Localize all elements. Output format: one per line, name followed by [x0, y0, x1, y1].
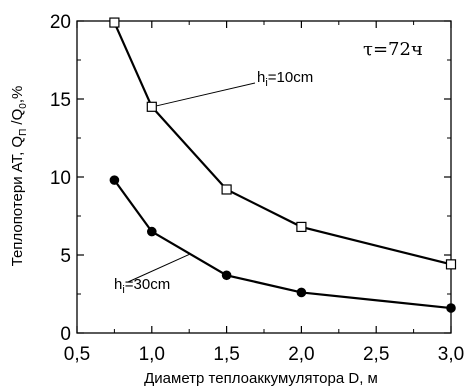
- y-axis-title: Теплопотери АТ, QП /Q0,%: [9, 86, 29, 267]
- square-marker: [445, 259, 457, 270]
- annotation-leaders: [127, 82, 256, 283]
- circle-marker: [296, 287, 307, 298]
- x-tick-label: 3,0: [438, 344, 464, 365]
- x-tick-label: 2,5: [363, 344, 389, 365]
- series-label-30cm: hi=30cm: [114, 276, 170, 296]
- x-tick-label: 1,0: [139, 344, 165, 365]
- axis-tick-labels: 0,5 1,0 1,5 2,0 2,5 3,0 0 5 10 15 20: [50, 12, 464, 365]
- square-marker: [109, 17, 120, 28]
- x-tick-label: 2,0: [288, 344, 314, 365]
- square-marker: [221, 184, 232, 195]
- square-marker: [146, 101, 157, 112]
- tau-value: =72ч: [373, 39, 423, 60]
- x-tick-label: 1,5: [213, 344, 239, 365]
- series-markers: [109, 17, 457, 313]
- circle-marker: [109, 175, 120, 185]
- y-tick-label: 10: [50, 168, 71, 189]
- x-tick-label: 0,5: [64, 344, 90, 365]
- y-tick-label: 15: [50, 90, 71, 111]
- circle-marker: [147, 226, 157, 237]
- series-label-10cm: hi=10cm: [257, 69, 313, 89]
- leader-line-10cm: [156, 82, 256, 107]
- x-axis-title: Диаметр теплоаккумулятора D, м: [144, 370, 378, 387]
- square-marker: [296, 221, 307, 233]
- circle-marker: [221, 270, 232, 281]
- leader-line-30cm: [127, 253, 190, 283]
- circle-marker: [446, 303, 456, 313]
- y-tick-label: 20: [50, 12, 71, 33]
- y-tick-label: 0: [60, 324, 71, 345]
- tau-annotation: τ=72ч: [363, 39, 423, 60]
- y-tick-label: 5: [60, 246, 71, 267]
- tau-symbol: τ: [363, 39, 373, 60]
